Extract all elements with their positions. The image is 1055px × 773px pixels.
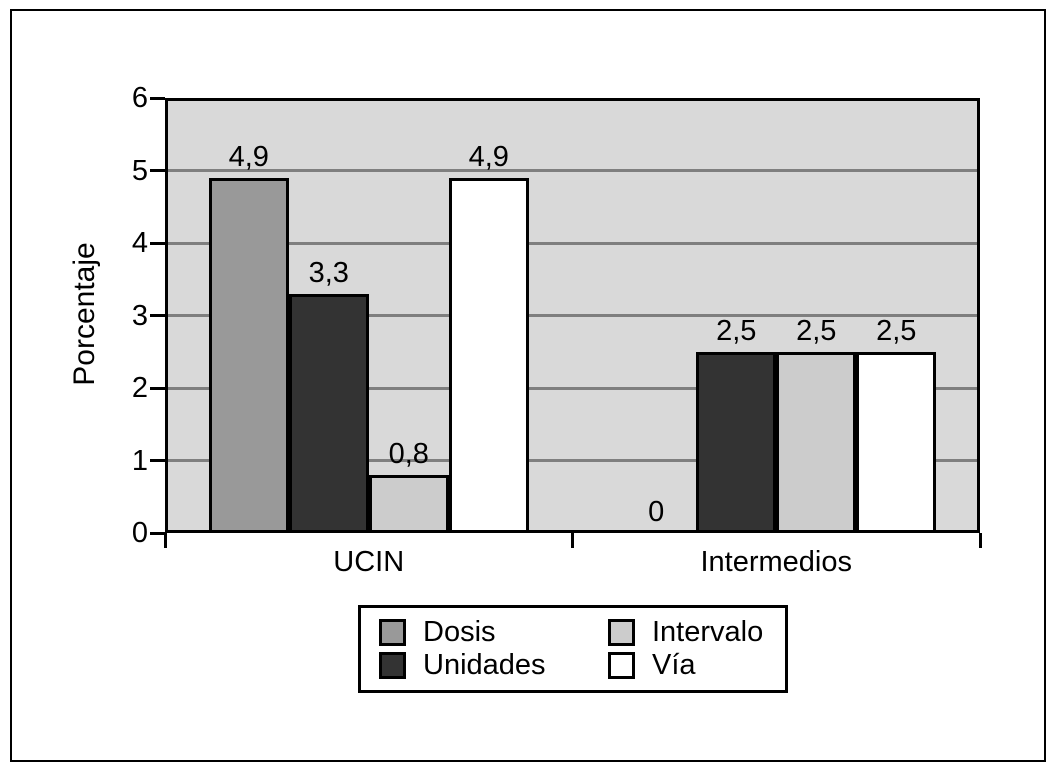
- y-tick-label: 2: [131, 372, 148, 404]
- bar-intervalo-ucin: [368, 475, 449, 533]
- bar-dosis-ucin: [208, 177, 289, 533]
- legend-label-via: Vía: [652, 649, 696, 681]
- y-tick-mark: [150, 169, 165, 172]
- y-tick-label: 1: [131, 444, 148, 477]
- y-tick-label: 6: [131, 82, 148, 114]
- legend-swatch-intervalo: [608, 619, 635, 646]
- legend-swatch-dosis: [379, 619, 406, 646]
- legend-item-unidades: Unidades: [379, 651, 608, 680]
- y-tick-label: 5: [131, 154, 148, 187]
- value-label-intervalo-intermedios: 2,5: [796, 314, 837, 347]
- y-tick-mark: [150, 241, 165, 245]
- value-label-via-ucin: 4,9: [468, 140, 509, 173]
- y-tick-mark: [150, 96, 165, 100]
- legend-swatch-via: [608, 652, 635, 679]
- legend-item-intervalo: Intervalo: [608, 618, 785, 647]
- bar-via-ucin: [448, 177, 529, 533]
- y-tick-mark: [150, 531, 165, 535]
- category-label-ucin: UCIN: [333, 546, 405, 578]
- legend-item-via: Vía: [608, 651, 785, 680]
- y-tick-label: 3: [131, 299, 148, 332]
- legend-label-intervalo: Intervalo: [652, 616, 764, 648]
- legend-swatch-unidades: [379, 652, 406, 679]
- value-label-intervalo-ucin: 0,8: [388, 438, 429, 470]
- legend-label-unidades: Unidades: [423, 649, 546, 681]
- value-label-unidades-ucin: 3,3: [308, 256, 349, 289]
- bar-unidades-intermedios: [696, 351, 777, 533]
- value-label-dosis-ucin: 4,9: [228, 140, 269, 173]
- gridline: [168, 314, 977, 317]
- y-tick-mark: [150, 459, 165, 462]
- x-tick-mark: [571, 533, 574, 548]
- legend-label-dosis: Dosis: [423, 616, 496, 648]
- x-tick-mark: [978, 533, 982, 548]
- gridline: [168, 241, 977, 245]
- value-label-unidades-intermedios: 2,5: [716, 314, 757, 347]
- category-label-intermedios: Intermedios: [700, 546, 852, 578]
- value-label-via-intermedios: 2,5: [876, 314, 917, 347]
- gridline: [168, 169, 977, 172]
- value-label-dosis-intermedios: 0: [648, 496, 665, 528]
- gridline: [168, 459, 977, 462]
- y-tick-label: 4: [131, 227, 148, 259]
- y-tick-label: 0: [131, 517, 148, 549]
- bar-intervalo-intermedios: [776, 351, 857, 533]
- x-tick-mark: [163, 533, 167, 548]
- legend: Dosis Unidades Intervalo Vía: [358, 605, 788, 693]
- bar-via-intermedios: [856, 351, 937, 533]
- gridline: [168, 386, 977, 390]
- bar-unidades-ucin: [288, 293, 369, 533]
- legend-item-dosis: Dosis: [379, 618, 608, 647]
- figure-border: [10, 9, 1046, 762]
- y-tick-mark: [150, 386, 165, 390]
- y-tick-mark: [150, 314, 165, 317]
